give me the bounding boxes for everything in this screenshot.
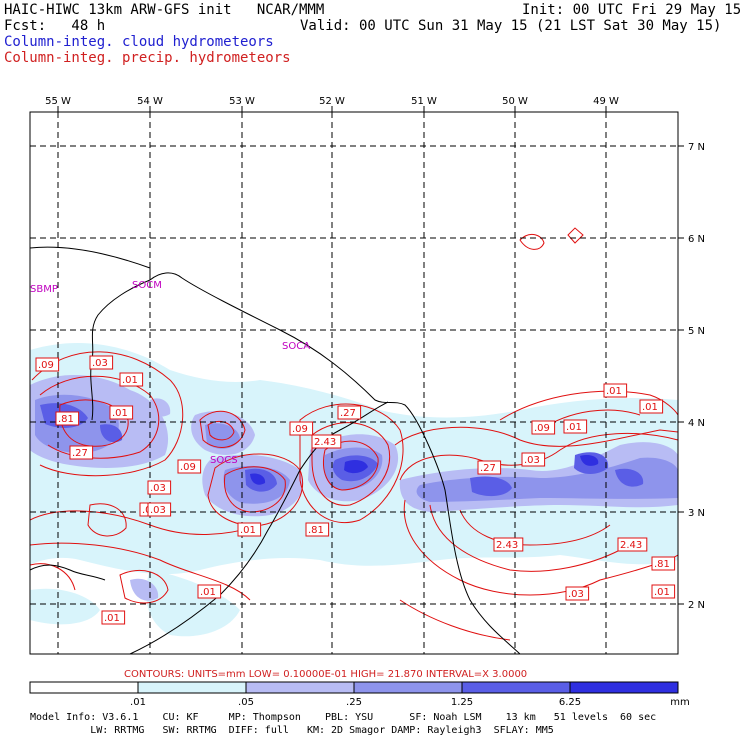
- contour-label-box: [289, 421, 314, 436]
- lat-label: 6 N: [688, 234, 705, 245]
- contour-label-box: [565, 586, 590, 601]
- contour-label: .01: [240, 525, 256, 536]
- lat-label: 2 N: [688, 600, 705, 611]
- lon-label: 51 W: [411, 96, 437, 107]
- contour-label: 2.43: [314, 437, 336, 448]
- colorbar-tick: 1.25: [451, 697, 473, 708]
- contour-label-box: [311, 434, 342, 449]
- contour-label: .27: [480, 463, 496, 474]
- map-frame: [29, 111, 679, 655]
- contour-label-box: [55, 411, 80, 426]
- axis-ticks: [57, 106, 684, 605]
- contour-label-box: [493, 537, 524, 552]
- colorbar: [29, 681, 679, 694]
- contour-label: .01: [642, 402, 658, 413]
- contour-label-box: [35, 357, 60, 372]
- contour-label-box: [603, 383, 628, 398]
- contour-label: .01: [112, 408, 128, 419]
- contour-label: .03: [568, 589, 584, 600]
- contour-label-box: [177, 459, 202, 474]
- contour-label: .81: [58, 414, 74, 425]
- contour-labels: .09 .03 .01 .01 .81 .27 .01 .09 .27 2.43 .09 SOCS .0…: [35, 355, 676, 625]
- contour-label-box: [651, 584, 676, 599]
- station-label: SOCM: [132, 280, 162, 291]
- plot-title: HAIC-HIWC 13km ARW-GFS init NCAR/MMM: [4, 2, 325, 18]
- contour-label: .03: [524, 455, 540, 466]
- contour-label-box: [617, 537, 648, 552]
- valid-time: Valid: 00 UTC Sun 31 May 15 (21 LST Sat …: [300, 18, 722, 34]
- colorbar-tick: .01: [130, 697, 146, 708]
- contour-label: .01: [104, 613, 120, 624]
- contour-label-box: [651, 556, 676, 571]
- contour-label-box: [197, 584, 222, 599]
- contour-label: .03: [150, 483, 166, 494]
- lon-label: 54 W: [137, 96, 163, 107]
- contour-info: CONTOURS: UNITS=mm LOW= 0.10000E-01 HIGH…: [124, 669, 527, 680]
- contour-label-box: [69, 445, 94, 460]
- colorbar-tick: .05: [238, 697, 254, 708]
- contour-label-box: [101, 610, 126, 625]
- contour-label-box: [237, 522, 262, 537]
- field-cloud-label: Column-integ. cloud hydrometeors: [4, 34, 274, 50]
- lat-label: 7 N: [688, 142, 705, 153]
- lon-label: 53 W: [229, 96, 255, 107]
- coastline: [30, 246, 521, 654]
- contour-label: .03: [150, 505, 166, 516]
- model-info-line2: LW: RRTMG SW: RRTMG DIFF: full KM: 2D Sm…: [30, 725, 554, 736]
- lon-label: 52 W: [319, 96, 345, 107]
- contour-label: .01: [566, 422, 582, 433]
- contour-label: .27: [72, 448, 88, 459]
- contour-label-box: [477, 460, 502, 475]
- contour-label-box: [89, 355, 114, 370]
- contour-label-box: [521, 452, 546, 467]
- precip-contours: [30, 227, 678, 641]
- contour-label-box: [337, 405, 362, 420]
- lon-label: 49 W: [593, 96, 619, 107]
- lon-label: 55 W: [45, 96, 71, 107]
- contour-label: .09: [534, 423, 550, 434]
- contour-label-box: [109, 405, 134, 420]
- contour-label: .01: [200, 587, 216, 598]
- contour-label-box: [147, 480, 172, 495]
- cloud-shading: [30, 342, 678, 637]
- contour-label: 2.43: [620, 540, 642, 551]
- forecast-hour: Fcst: 48 h: [4, 18, 106, 34]
- station-label: SBMP: [30, 284, 58, 295]
- lon-label: 50 W: [502, 96, 528, 107]
- colorbar-tick: 6.25: [559, 697, 581, 708]
- contour-label: .81: [654, 559, 670, 570]
- contour-label: .03: [92, 358, 108, 369]
- colorbar-tick: .25: [346, 697, 362, 708]
- lat-label: 5 N: [688, 326, 705, 337]
- contour-label: .09: [180, 462, 196, 473]
- model-info-line1: Model Info: V3.6.1 CU: KF MP: Thompson P…: [30, 712, 657, 723]
- contour-label-box: [531, 420, 556, 435]
- station-label: SOCA: [282, 341, 310, 352]
- contour-label-box: [305, 522, 330, 537]
- lat-label: 3 N: [688, 508, 705, 519]
- field-precip-label: Column-integ. precip. hydrometeors: [4, 50, 291, 66]
- contour-label-box: [119, 372, 144, 387]
- contour-label: .27: [340, 408, 356, 419]
- contour-label-box: [147, 502, 172, 517]
- contour-label: .01: [606, 386, 622, 397]
- lat-label: 4 N: [688, 418, 705, 429]
- contour-label: .09: [38, 360, 54, 371]
- contour-label: .01: [122, 375, 138, 386]
- contour-label: .09: [292, 424, 308, 435]
- init-time: Init: 00 UTC Fri 29 May 15: [522, 2, 740, 18]
- contour-label: .81: [308, 525, 324, 536]
- contour-label: 2.43: [496, 540, 518, 551]
- contour-label-box: [563, 419, 588, 434]
- colorbar-unit: mm: [670, 697, 689, 708]
- contour-label-box: [639, 399, 664, 414]
- contour-label: .01: [654, 587, 670, 598]
- station-label: SOCS: [210, 455, 238, 466]
